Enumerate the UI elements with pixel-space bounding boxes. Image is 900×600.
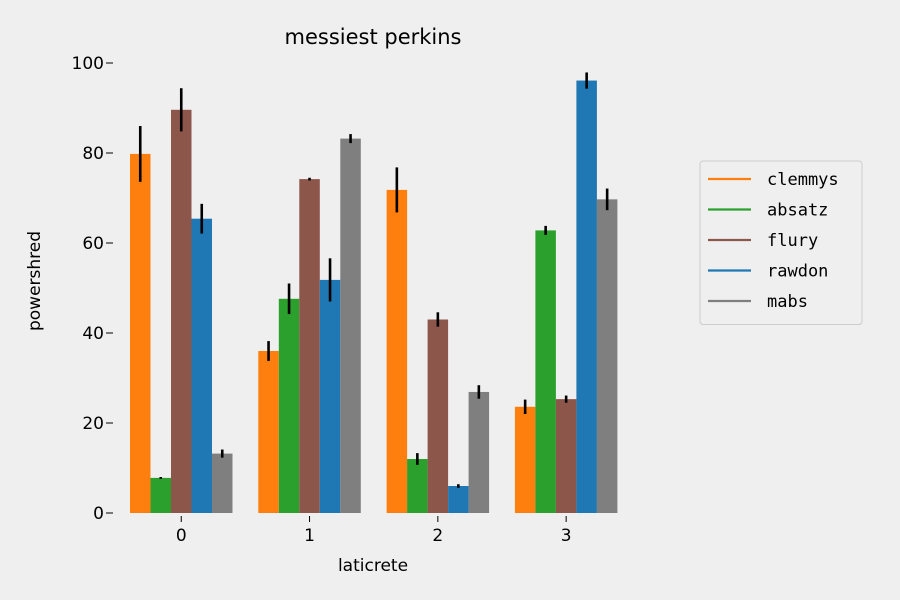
bar-mabs-1 xyxy=(340,138,361,513)
y-tick-label: 20 xyxy=(82,414,104,434)
bar-mabs-3 xyxy=(596,199,618,513)
legend-label-rawdon: rawdon xyxy=(767,262,828,282)
chart-title: messiest perkins xyxy=(285,25,462,49)
bar-rawdon-1 xyxy=(319,279,341,513)
bar-rawdon-2 xyxy=(448,486,469,513)
error-bars xyxy=(138,72,609,488)
x-tick-label: 1 xyxy=(304,526,315,546)
y-axis: 0 20 40 60 80 100 xyxy=(72,54,113,524)
bar-clemmys-0 xyxy=(130,153,151,513)
bar-absatz-0 xyxy=(150,477,171,513)
x-axis-label: laticrete xyxy=(338,556,408,576)
bar-clemmys-3 xyxy=(514,406,536,513)
bar-mabs-0 xyxy=(212,453,233,513)
bar-clemmys-2 xyxy=(386,189,408,513)
bar-flury-3 xyxy=(555,399,577,513)
bar-mabs-2 xyxy=(468,391,490,513)
x-tick-label: 0 xyxy=(176,526,187,546)
legend-label-flury: flury xyxy=(767,231,818,251)
y-tick-label: 0 xyxy=(93,504,104,524)
legend-label-clemmys: clemmys xyxy=(767,170,839,190)
bar-rawdon-3 xyxy=(576,80,597,514)
y-axis-label: powershred xyxy=(25,231,45,331)
bar-clemmys-1 xyxy=(258,351,279,513)
bar-flury-2 xyxy=(427,319,449,513)
bar-flury-1 xyxy=(299,179,320,513)
x-tick-label: 3 xyxy=(561,526,572,546)
x-tick-label: 2 xyxy=(432,526,443,546)
y-tick-label: 60 xyxy=(82,234,104,254)
legend-label-absatz: absatz xyxy=(767,201,828,221)
y-tick-label: 80 xyxy=(82,144,104,164)
legend-label-mabs: mabs xyxy=(767,292,808,312)
bar-flury-0 xyxy=(171,109,192,514)
bar-absatz-3 xyxy=(535,230,556,513)
bars xyxy=(130,80,618,514)
y-tick-label: 40 xyxy=(82,324,104,344)
legend-box xyxy=(699,160,863,325)
bar-rawdon-0 xyxy=(191,218,212,513)
y-tick-label: 100 xyxy=(72,54,104,74)
bar-absatz-1 xyxy=(278,298,300,513)
bar-absatz-2 xyxy=(407,459,428,513)
legend: clemmys absatz flury rawdon mabs xyxy=(699,160,863,325)
x-axis: 0 1 2 3 xyxy=(176,516,572,546)
